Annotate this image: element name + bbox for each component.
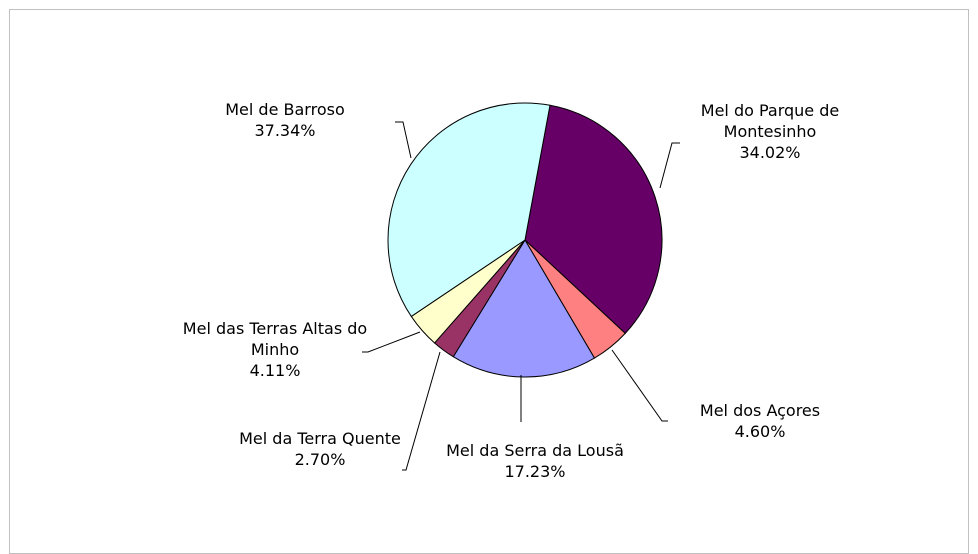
pie-slice	[387, 102, 551, 318]
leader-line	[402, 351, 441, 471]
slice-label: Mel do Parque de Montesinho 34.02%	[690, 100, 850, 163]
slice-name: Mel do Parque de Montesinho	[700, 101, 840, 141]
slice-value: 37.34%	[254, 121, 316, 140]
slice-label: Mel dos Açores 4.60%	[670, 400, 850, 442]
slice-value: 2.70%	[294, 450, 346, 469]
leader-line	[659, 142, 680, 189]
leader-line	[395, 121, 412, 159]
slice-name: Mel das Terras Altas do Minho	[182, 319, 368, 359]
slice-name: Mel de Barroso	[225, 100, 345, 119]
slice-label: Mel da Serra da Lousã 17.23%	[440, 440, 630, 482]
pie-slice	[524, 104, 663, 335]
slice-label: Mel de Barroso 37.34%	[205, 99, 365, 141]
slice-label: Mel da Terra Quente 2.70%	[235, 428, 405, 470]
slice-value: 4.11%	[249, 361, 301, 380]
slice-value: 17.23%	[504, 462, 566, 481]
pie-slice	[452, 239, 596, 378]
slice-name: Mel da Serra da Lousã	[446, 441, 624, 460]
slice-name: Mel da Terra Quente	[239, 429, 401, 448]
slice-label: Mel das Terras Altas do Minho 4.11%	[180, 318, 370, 381]
slice-name: Mel dos Açores	[699, 401, 821, 420]
slice-value: 4.60%	[734, 422, 786, 441]
slice-value: 34.02%	[739, 143, 801, 162]
leader-line	[611, 349, 668, 422]
leader-line	[362, 331, 421, 353]
